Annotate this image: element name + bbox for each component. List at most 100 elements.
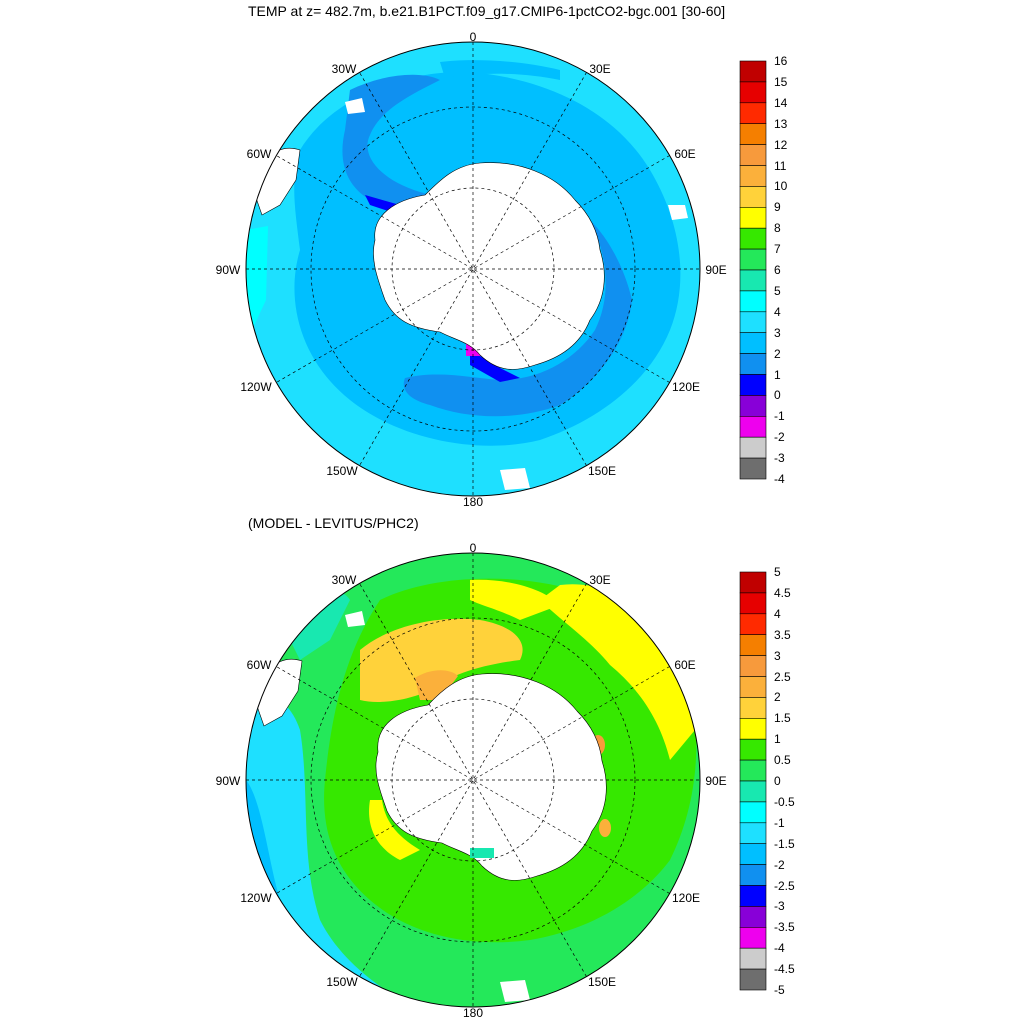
colorbar-swatch (739, 738, 767, 761)
graticule-top (246, 42, 700, 496)
colorbar-tick-label: 7 (774, 242, 781, 257)
colorbar-tick-label: -4.5 (774, 962, 795, 977)
diff-band-1-1.5-north (470, 579, 560, 620)
colorbar-difference (739, 571, 767, 991)
colorbar-swatch (739, 697, 767, 719)
colorbar-tick-label: 15 (774, 74, 788, 89)
colorbar-swatch (739, 123, 767, 145)
colorbar-tick-label: -1 (774, 409, 785, 424)
lon-label-120w-bottom: 120W (240, 891, 272, 905)
diff-warm-patch-b (599, 819, 611, 837)
colorbar-tick-label: -5 (774, 983, 785, 997)
colorbar-swatch (739, 843, 767, 865)
colorbar-swatch (739, 353, 767, 375)
lon-label-180-top: 180 (462, 495, 484, 509)
lon-label-90e-top: 90E (705, 263, 727, 277)
lon-label-150w-bottom: 150W (326, 975, 358, 989)
island-land-south-diff (500, 980, 530, 1002)
graticule-bottom (246, 553, 700, 1007)
lon-label-120w-top: 120W (240, 380, 272, 394)
lon-label-90w-bottom: 90W (215, 774, 241, 788)
antarctica-land-diff (375, 673, 607, 881)
colorbar-swatch (739, 457, 767, 480)
colorbar-swatch (739, 186, 767, 208)
lon-label-150e-bottom: 150E (587, 975, 617, 989)
map-border-bottom (245, 552, 701, 1008)
colorbar-swatch (739, 415, 767, 438)
lon-label-30w-top: 30W (331, 62, 357, 76)
colorbar-tick-label: 14 (774, 95, 788, 110)
lon-label-120e-bottom: 120E (671, 891, 701, 905)
lon-label-60w-top: 60W (246, 147, 272, 161)
colorbar-swatch (739, 102, 767, 125)
colorbar-tick-label: -2 (774, 430, 785, 445)
colorbar-tick-label: -4 (774, 472, 785, 486)
colorbar-tick-label: -2 (774, 857, 785, 872)
lon-label-30e-bottom: 30E (589, 573, 611, 587)
colorbar-swatch (739, 227, 767, 250)
lon-label-0-bottom: 0 (469, 541, 477, 555)
colorbar-tick-label: 2.5 (774, 669, 791, 684)
colorbar-swatch (739, 395, 767, 417)
colorbar-swatch (739, 571, 767, 594)
colorbar-swatch (739, 269, 767, 292)
ocean-band-1-2-east (403, 220, 632, 417)
colorbar-swatch (739, 165, 767, 187)
colorbar-swatch (739, 947, 767, 970)
colorbar-swatch (739, 436, 767, 459)
colorbar-swatch (739, 592, 767, 615)
colorbar-tick-label: 3 (774, 648, 781, 663)
colorbar-tick-label: 0 (774, 774, 781, 788)
ocean-band-1-2-west (342, 74, 444, 220)
colorbar-swatch (739, 374, 767, 396)
colorbar-tick-label: 1.5 (774, 711, 791, 726)
island-land-east (668, 205, 688, 220)
colorbar-tick-label: 5 (774, 283, 781, 298)
colorbar-tick-label: 4 (774, 606, 781, 621)
diff-band-1.5-2 (360, 618, 523, 702)
colorbar-tick-label: 11 (774, 158, 787, 173)
lon-label-30e-top: 30E (589, 62, 611, 76)
island-land-west (345, 98, 365, 114)
colorbar-swatch (739, 968, 767, 991)
lon-label-60w-bottom: 60W (246, 658, 272, 672)
colorbar-swatch (739, 676, 767, 698)
colorbar-tick-label: 12 (774, 137, 788, 152)
colorbar-swatch (739, 780, 767, 803)
colorbar-swatch (739, 717, 767, 740)
colorbar-tick-label: 8 (774, 221, 781, 236)
colorbar-swatch (739, 906, 767, 928)
lon-label-120e-top: 120E (671, 380, 701, 394)
colorbar-tick-label: 16 (774, 54, 788, 68)
colorbar-tick-label: 2 (774, 690, 781, 705)
lon-label-90w-top: 90W (215, 263, 241, 277)
main-title: TEMP at z= 482.7m, b.e21.B1PCT.f09_g17.C… (248, 3, 726, 19)
colorbar-tick-label: 0.5 (774, 753, 791, 768)
colorbar-swatch (739, 801, 767, 824)
colorbar-tick-label: 5 (774, 565, 781, 579)
colorbar-tick-label: -3 (774, 899, 785, 914)
colorbar-swatch (739, 926, 767, 949)
diff-band-1-1.5-west (369, 800, 420, 860)
lon-label-60e-top: 60E (674, 147, 696, 161)
lon-label-90e-bottom: 90E (705, 774, 727, 788)
lon-label-150w-top: 150W (326, 464, 358, 478)
antarctica-land (373, 162, 605, 370)
map-border-top (245, 41, 701, 497)
colorbar-swatch (739, 885, 767, 907)
colorbar-tick-label: 2 (774, 346, 781, 361)
colorbar-swatch (739, 822, 767, 844)
colorbar-swatch (739, 613, 767, 635)
colorbar-swatch (739, 759, 767, 782)
ocean-band-4-5 (246, 226, 268, 330)
colorbar-tick-label: 6 (774, 263, 781, 277)
colorbar-tick-label: 13 (774, 116, 788, 131)
diff-cool-patch (470, 848, 494, 858)
colorbar-tick-label: 4.5 (774, 585, 791, 600)
colorbar-tick-label: -1.5 (774, 836, 795, 851)
colorbar-swatch (739, 332, 767, 354)
colorbar-tick-label: -3.5 (774, 920, 795, 935)
colorbar-swatch (739, 248, 767, 271)
colorbar-swatch (739, 634, 767, 656)
